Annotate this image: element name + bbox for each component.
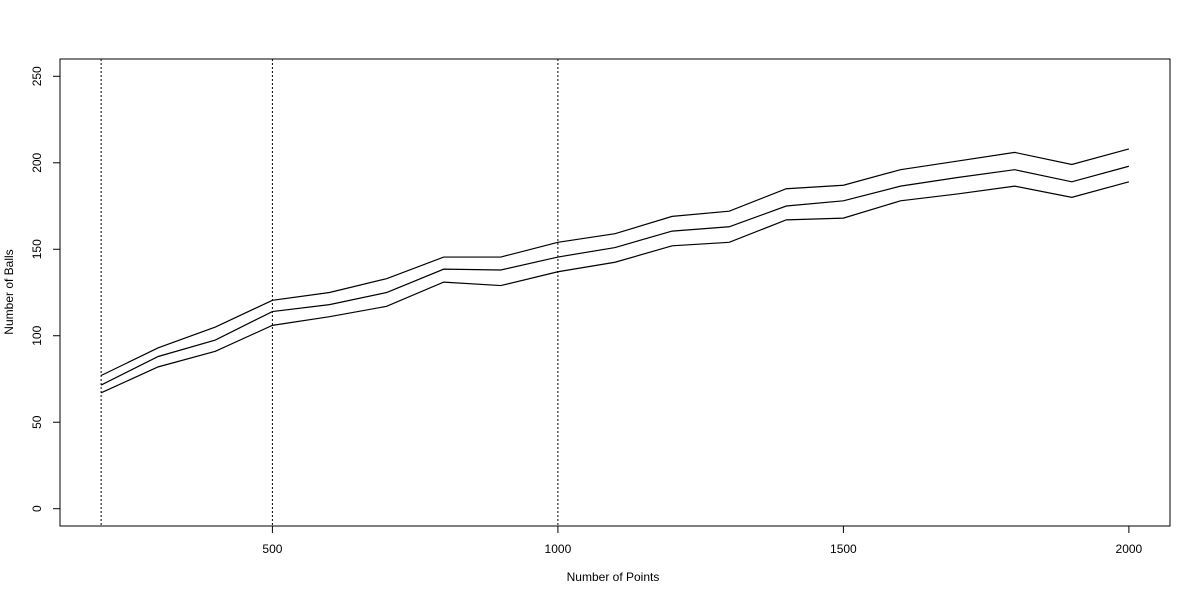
series-line xyxy=(100,148,1130,377)
x-tick-label: 1500 xyxy=(830,542,857,556)
series-line xyxy=(100,165,1130,386)
y-tick-label: 150 xyxy=(30,239,44,259)
y-axis-label: Number of Balls xyxy=(2,249,16,334)
y-tick-label: 200 xyxy=(30,152,44,172)
y-tick-label: 0 xyxy=(30,505,44,512)
plot-box xyxy=(59,58,1171,527)
y-tick-label: 50 xyxy=(30,415,44,429)
x-tick-label: 1000 xyxy=(545,542,572,556)
x-axis-label: Number of Points xyxy=(567,570,660,584)
y-tick-label: 100 xyxy=(30,325,44,345)
x-tick-label: 500 xyxy=(262,542,282,556)
x-tick-label: 2000 xyxy=(1116,542,1143,556)
series-line xyxy=(100,181,1130,394)
y-tick-label: 250 xyxy=(30,66,44,86)
